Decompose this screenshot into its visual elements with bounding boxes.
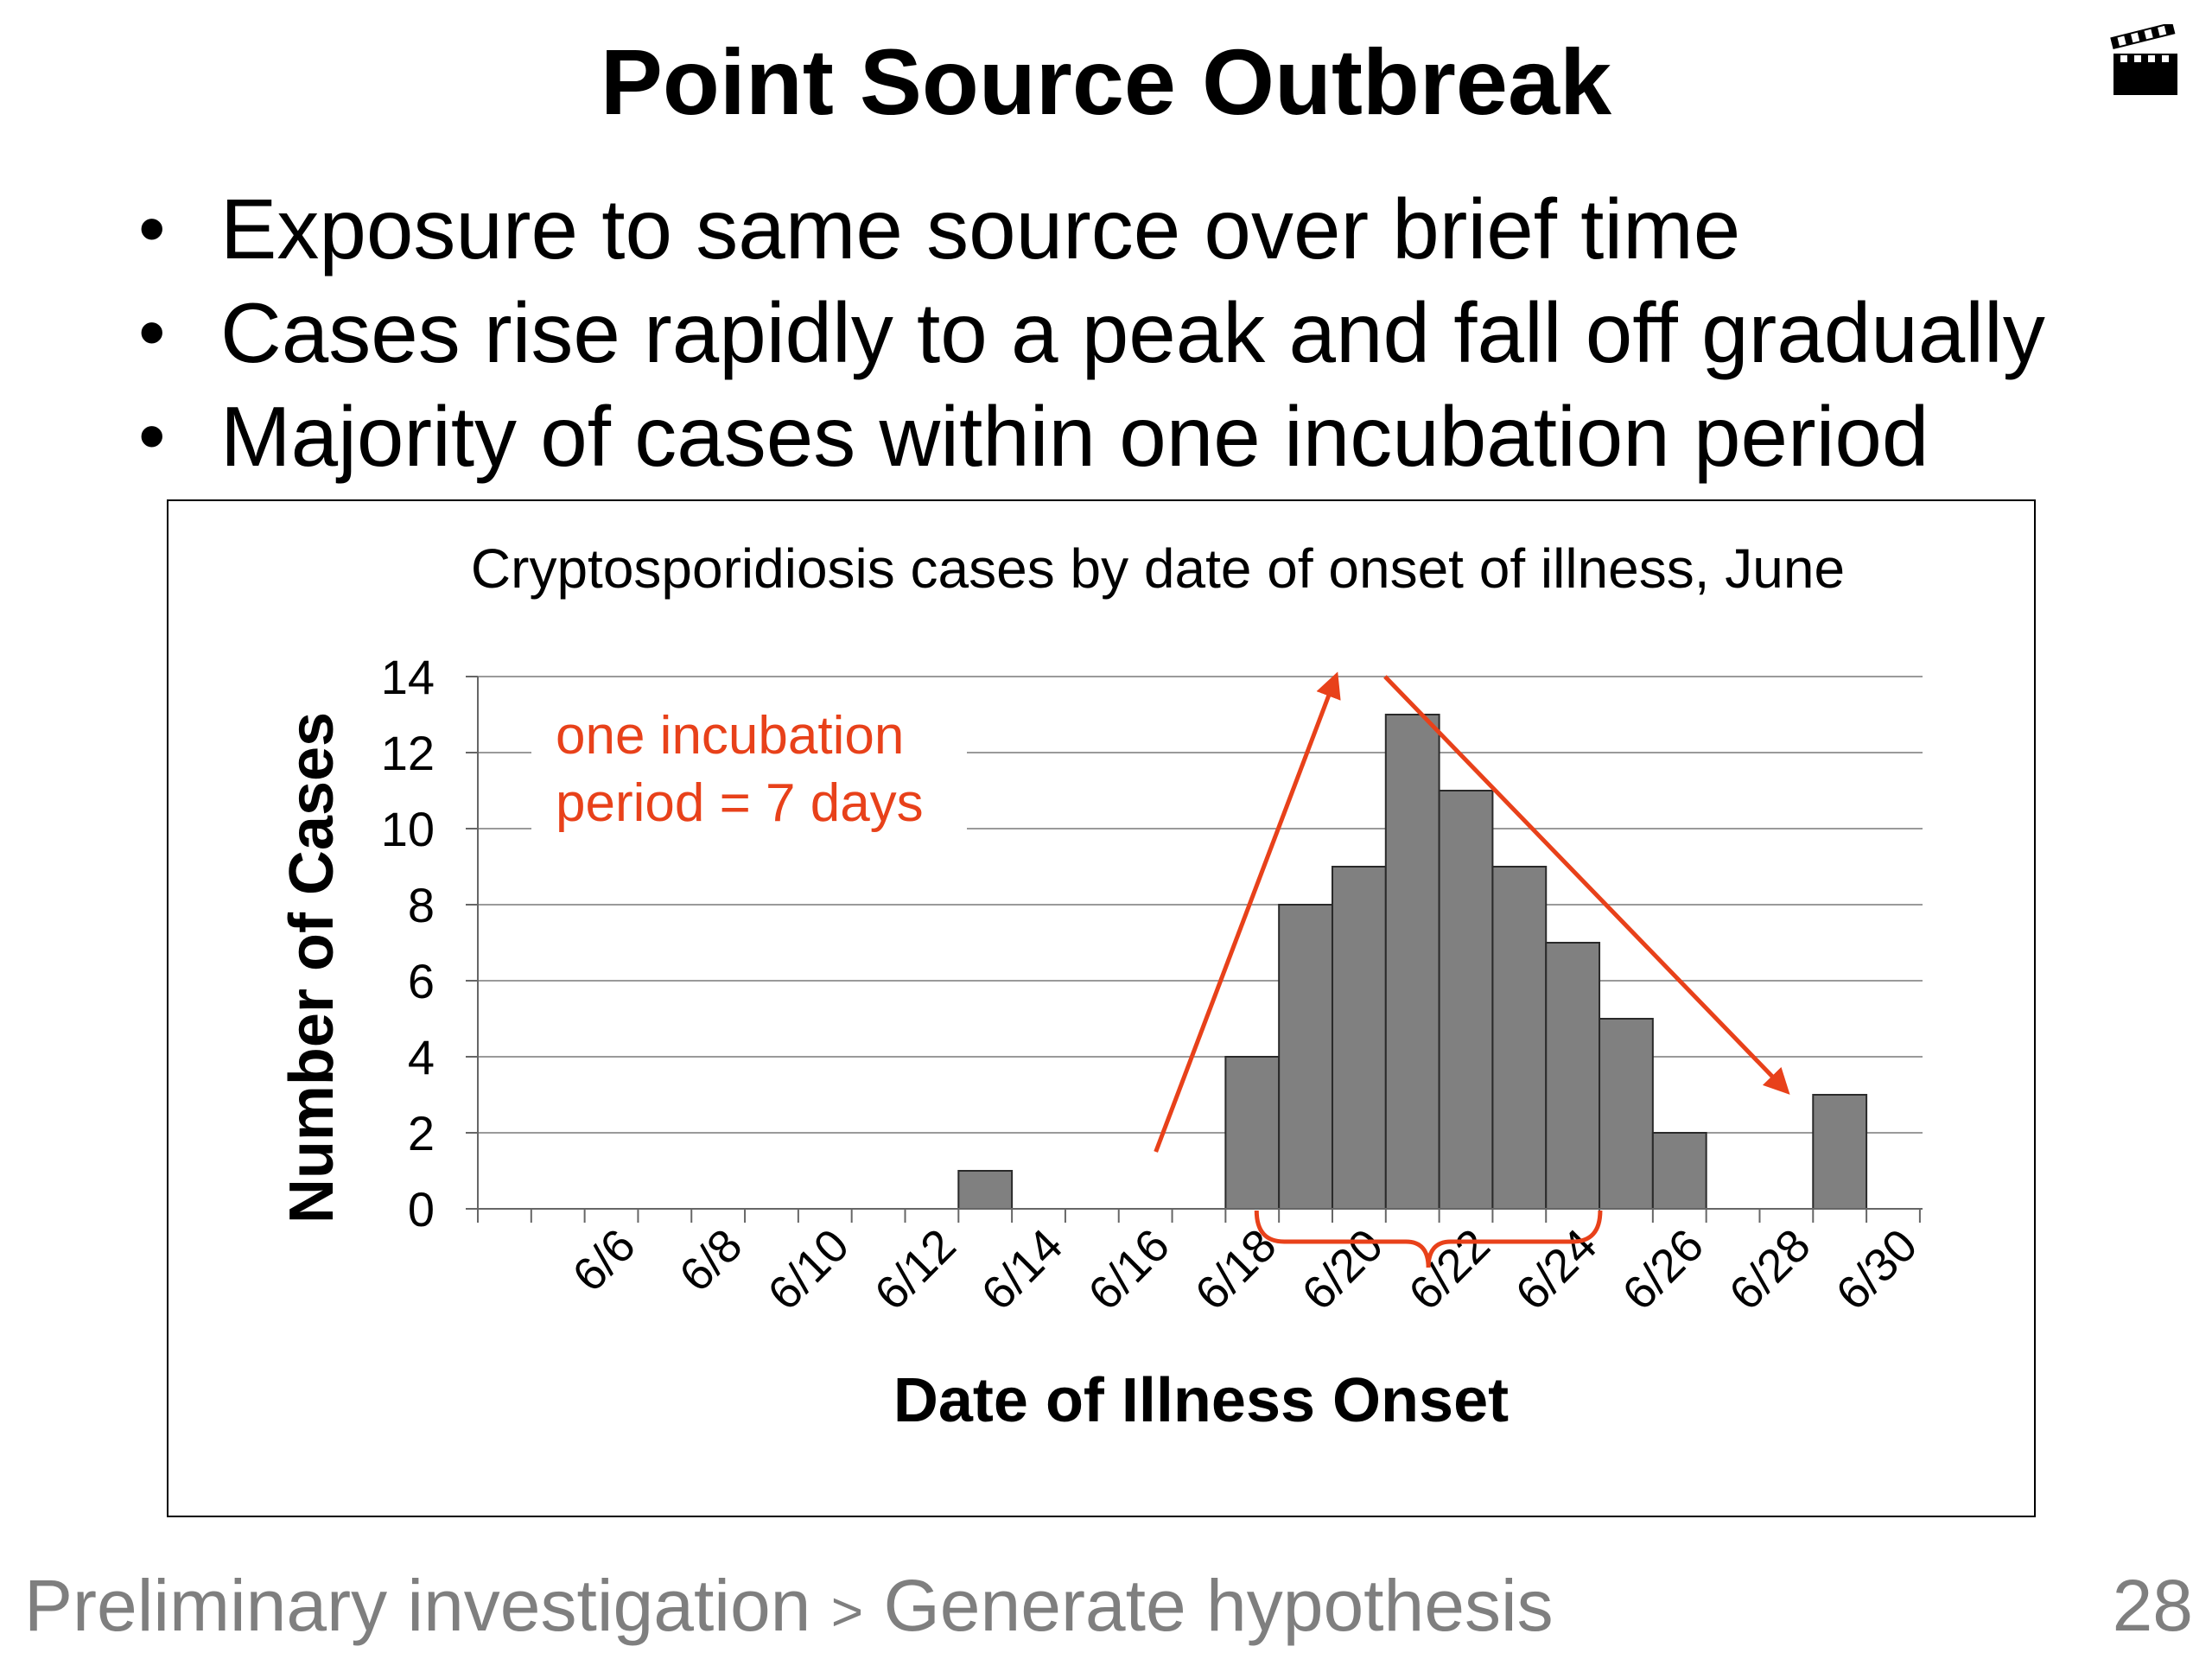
bullet-item: • Cases rise rapidly to a peak and fall o… [130, 281, 2045, 385]
bar-6/20 [1331, 866, 1387, 1210]
rising-arrow [1154, 671, 1341, 1153]
bar-6/19 [1278, 904, 1333, 1210]
y-tick-label: 0 [408, 1182, 435, 1236]
y-tick-label: 14 [381, 650, 435, 704]
incubation-brace [1254, 1210, 1603, 1268]
y-tick-label: 12 [381, 726, 435, 780]
x-tick-label: 6/12 [865, 1219, 966, 1320]
bar-6/25 [1599, 1018, 1654, 1210]
x-tick-label: 6/20 [1293, 1219, 1394, 1320]
x-tick-label: 6/10 [758, 1219, 859, 1320]
page-number: 28 [2112, 1565, 2193, 1646]
x-tick-label: 6/16 [1078, 1219, 1179, 1320]
y-tick-label: 4 [408, 1030, 435, 1084]
y-tick-label: 2 [408, 1106, 435, 1160]
breadcrumb-step: Generate hypothesis [883, 1565, 1554, 1646]
chart-title: Cryptosporidiosis cases by date of onset… [471, 537, 1845, 600]
trend-arrows [1154, 671, 1790, 1268]
bullet-dot: • [138, 186, 166, 272]
x-tick-labels: 6/6 6/8 6/10 6/12 6/14 6/16 6/18 6/20 6/22 6/24 6/… [563, 1219, 1927, 1320]
breadcrumb-separator: > [830, 1580, 864, 1643]
axes [466, 676, 1923, 1223]
chart-frame: Cryptosporidiosis cases by date of onset… [167, 499, 2036, 1517]
bullet-dot: • [138, 289, 166, 376]
breadcrumb-step: Preliminary investigation [24, 1565, 811, 1646]
bar-6/26 [1651, 1132, 1707, 1210]
epidemic-curve-chart: Cryptosporidiosis cases by date of onset… [277, 537, 1927, 1435]
bullet-text: Cases rise rapidly to a peak and fall of… [220, 285, 2045, 380]
bullet-text: Majority of cases within one incubation … [220, 389, 1929, 484]
annotation-line-2: period = 7 days [556, 773, 924, 833]
bars [957, 714, 1868, 1210]
x-tick-label: 6/18 [1185, 1219, 1287, 1320]
y-tick-label: 10 [381, 802, 435, 856]
y-tick-label: 8 [408, 878, 435, 932]
x-tick-label: 6/22 [1399, 1219, 1500, 1320]
bar-6/29 [1812, 1094, 1868, 1210]
x-tick-label: 6/8 [670, 1219, 753, 1302]
bar-6/13 [957, 1170, 1014, 1210]
bar-6/22 [1438, 790, 1494, 1210]
bar-6/18 [1224, 1056, 1281, 1210]
bar-6/21 [1384, 714, 1440, 1210]
bullet-text: Exposure to same source over brief time [220, 181, 1741, 276]
bar-6/24 [1545, 942, 1601, 1210]
footer-breadcrumb: Preliminary investigation > Generate hyp… [24, 1562, 1554, 1655]
slide-title: Point Source Outbreak [600, 29, 1612, 134]
bullet-item: • Majority of cases within one incubation… [130, 385, 2045, 488]
movie-clapperboard-icon[interactable] [2108, 24, 2183, 99]
x-tick-label: 6/30 [1827, 1219, 1928, 1320]
x-tick-label: 6/28 [1719, 1219, 1821, 1320]
x-tick-label: 6/14 [972, 1219, 1073, 1320]
bullet-dot: • [138, 393, 166, 480]
annotation-line-1: one incubation [556, 706, 904, 766]
y-axis-label: Number of Cases [277, 712, 346, 1224]
x-tick-label: 6/6 [563, 1219, 645, 1302]
bullet-item: • Exposure to same source over brief time [130, 177, 2045, 281]
annotation-background [531, 698, 967, 845]
falling-arrow [1383, 675, 1790, 1095]
incubation-annotation: one incubation period = 7 days [531, 698, 967, 845]
bar-6/23 [1491, 866, 1548, 1210]
bullet-list: • Exposure to same source over brief time… [130, 177, 2045, 488]
y-tick-label: 6 [408, 954, 435, 1008]
x-axis-label: Date of Illness Onset [893, 1366, 1509, 1435]
y-tick-labels: 0 2 4 6 8 10 12 14 [381, 650, 435, 1236]
x-tick-label: 6/26 [1612, 1219, 1713, 1320]
